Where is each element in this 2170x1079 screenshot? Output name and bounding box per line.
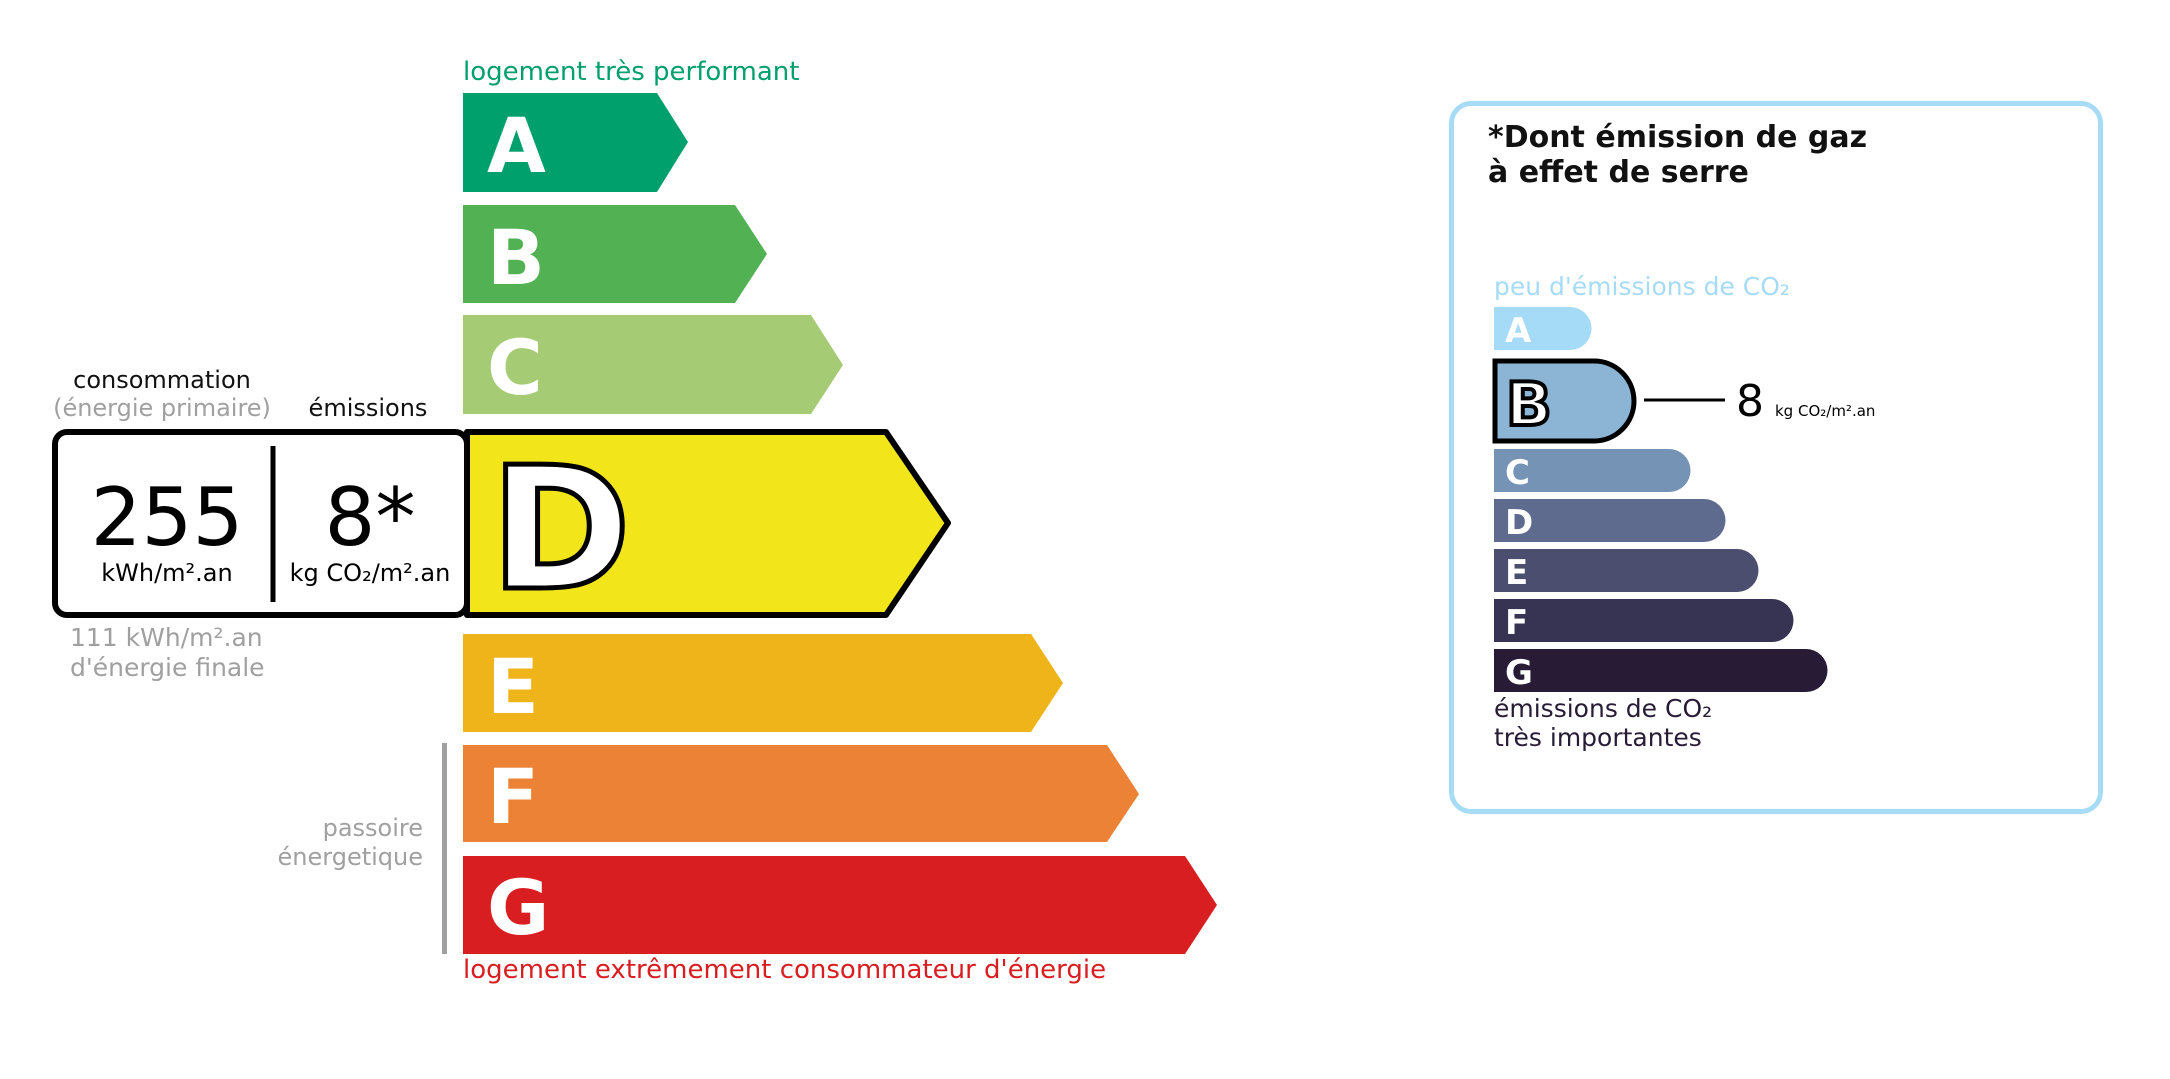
ges-bar-g (1494, 649, 1828, 692)
passoire-bracket (442, 743, 447, 954)
energy-bar-f (463, 745, 1139, 842)
consumption-unit: kWh/m².an (101, 559, 233, 587)
energy-letter-e: E (487, 642, 539, 731)
ges-bar-f (1494, 599, 1794, 642)
ges-top-caption: peu d'émissions de CO₂ (1494, 272, 1790, 301)
ges-value: 8 (1736, 376, 1764, 427)
energy-bar-e (463, 634, 1063, 732)
top-caption: logement très performant (463, 57, 800, 87)
ges-title-line2: à effet de serre (1488, 155, 1749, 190)
ges-bottom-caption-line2: très importantes (1494, 723, 1702, 752)
ges-letter-b: B (1506, 370, 1552, 440)
ges-title-line1: *Dont émission de gaz (1488, 120, 1868, 155)
energy-letter-c: C (487, 323, 543, 412)
ges-letter-d: D (1505, 503, 1533, 543)
ges-letter-c: C (1505, 453, 1530, 493)
emissions-label: émissions (308, 394, 428, 422)
ges-unit: kg CO₂/m².an (1775, 402, 1876, 420)
ges-bar-e (1494, 549, 1759, 592)
final-energy-value: 111 kWh/m².an (70, 623, 263, 652)
final-energy-label: d'énergie finale (70, 653, 265, 682)
ges-letter-g: G (1505, 653, 1533, 693)
energy-letter-d: D (490, 431, 631, 629)
energy-letter-a: A (487, 101, 546, 190)
energy-bar-g (463, 856, 1217, 954)
ges-bottom-caption-line1: émissions de CO₂ (1494, 694, 1713, 723)
ges-letter-a: A (1505, 311, 1532, 351)
ges-bar-b (1492, 358, 1637, 444)
passoire-label-line2: énergetique (277, 843, 423, 871)
consumption-label: consommation (73, 366, 251, 394)
ges-letter-e: E (1505, 553, 1528, 593)
energy-bar-b (463, 205, 767, 303)
consumption-sublabel: (énergie primaire) (53, 394, 271, 422)
emissions-value: 8* (324, 471, 416, 564)
energy-letter-g: G (487, 863, 549, 952)
consumption-value: 255 (90, 471, 244, 564)
ges-bar-d (1494, 499, 1726, 542)
ges-bar-a (1494, 307, 1592, 350)
energy-bar-a (463, 93, 688, 192)
ges-letter-f: F (1505, 603, 1528, 643)
energy-letter-f: F (487, 752, 539, 841)
passoire-label-line1: passoire (322, 814, 423, 842)
energy-letter-b: B (487, 213, 545, 302)
bottom-caption: logement extrêmement consommateur d'éner… (463, 955, 1107, 985)
emissions-unit: kg CO₂/m².an (289, 559, 451, 587)
energy-bar-c (463, 315, 843, 414)
ges-panel (1449, 101, 2103, 814)
ges-bar-c (1494, 449, 1691, 492)
energy-bar-d (464, 429, 951, 618)
